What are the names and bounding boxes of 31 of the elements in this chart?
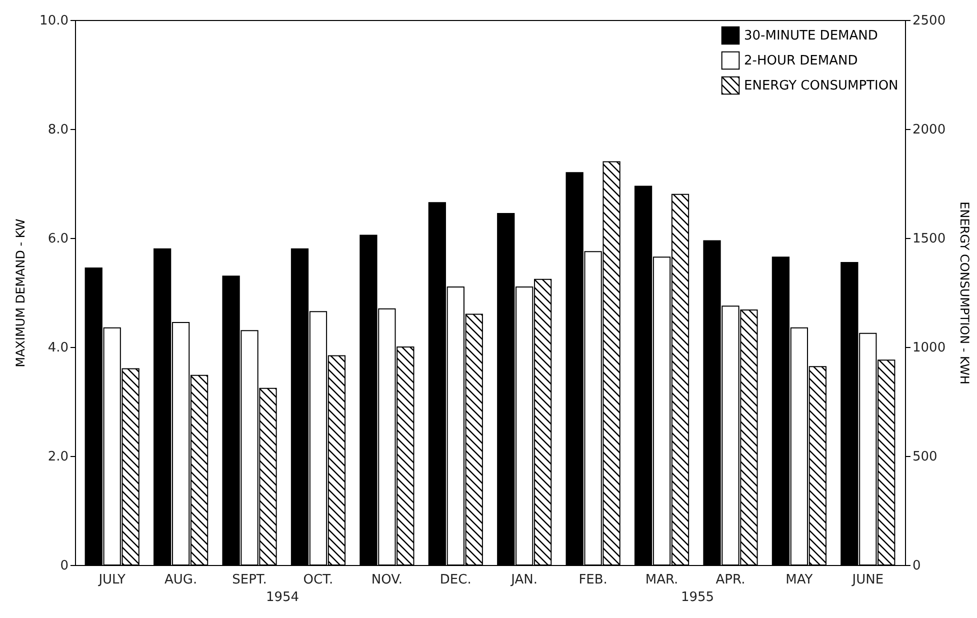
legend-label: ENERGY CONSUMPTION: [744, 78, 898, 94]
y2-tick-label: 1000: [912, 340, 946, 356]
y-tick-label: 0: [60, 558, 68, 574]
text: 1954: [266, 590, 300, 605]
x-tick-label: APR.: [716, 572, 746, 588]
y-tick-label: 4.0: [48, 340, 68, 356]
x-tick-label: JULY: [98, 572, 126, 588]
x-tick-label: NOV.: [371, 572, 402, 588]
y2-tick-label: 1500: [912, 232, 946, 246]
x-tick-label: JAN.: [510, 572, 538, 588]
y-tick-label: 8.0: [48, 122, 68, 138]
y-tick-label: 6.0: [48, 232, 68, 246]
x-tick-label: DEC.: [440, 572, 472, 588]
y2-axis-title: ENERGY CONSUMPTION - KWH: [958, 202, 972, 384]
y-tick-label: 10.0: [40, 14, 68, 28]
legend-label: 2-HOUR DEMAND: [744, 54, 858, 68]
legend-label: 30-MINUTE DEMAND: [744, 28, 878, 44]
y2-tick-label: 500: [912, 450, 938, 464]
y2-tick-label: 2500: [912, 14, 946, 28]
x-tick-label: MAR.: [645, 572, 678, 588]
y-tick-label: 2.0: [48, 450, 68, 464]
x-tick-label: AUG.: [164, 572, 198, 588]
x-tick-label: OCT.: [303, 572, 334, 588]
text: 1955: [680, 590, 714, 605]
x-tick-label: FEB.: [578, 572, 608, 588]
y2-tick-label: 2000: [912, 122, 946, 138]
y2-tick-label: 0: [912, 558, 921, 574]
x-tick-label: MAY: [786, 572, 813, 588]
x-tick-label: JUNE: [851, 572, 884, 588]
x-tick-label: SEPT.: [232, 572, 267, 588]
y-axis-title: MAXIMUM DEMAND - KW: [14, 218, 28, 368]
